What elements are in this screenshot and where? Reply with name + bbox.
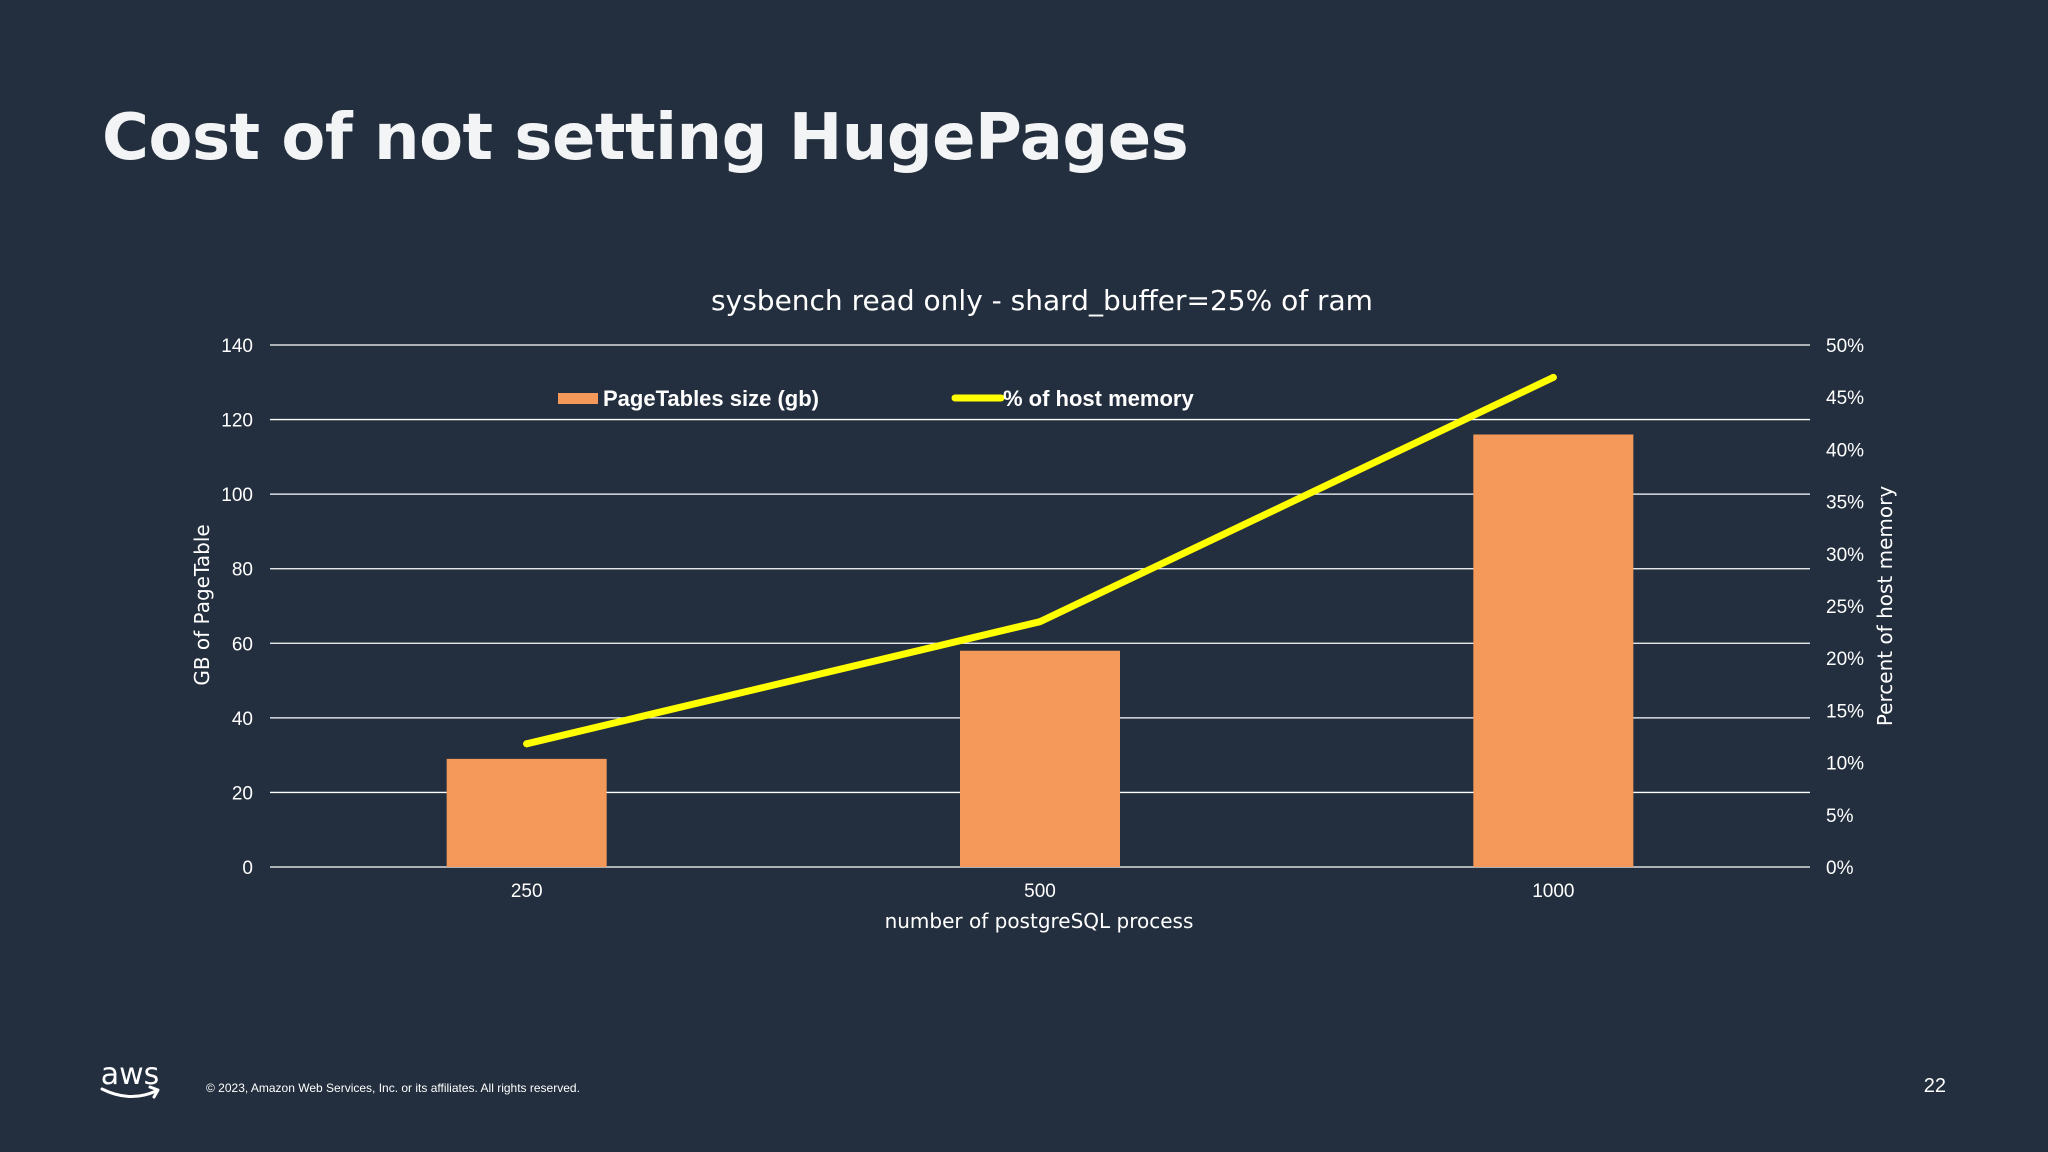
y-axis-title: GB of PageTable	[190, 524, 214, 685]
bar	[960, 650, 1120, 867]
legend-label-bars: PageTables size (gb)	[603, 386, 819, 411]
y-tick-label: 40	[232, 709, 253, 730]
y2-tick-label: 5%	[1826, 806, 1854, 827]
legend-label-line: % of host memory	[1003, 386, 1194, 411]
y2-tick-label: 30%	[1826, 545, 1864, 566]
chart-title: sysbench read only - shard_buffer=25% of…	[711, 284, 1373, 317]
x-axis-ticks: 250 500 1000	[511, 881, 1575, 902]
bar	[446, 758, 607, 867]
y2-axis-title: Percent of host memory	[1873, 486, 1897, 727]
y-tick-label: 120	[221, 411, 253, 432]
x-tick-label: 500	[1024, 881, 1056, 902]
y2-tick-label: 50%	[1826, 336, 1864, 357]
aws-smile-arrow-icon	[148, 1085, 160, 1099]
y-tick-label: 100	[221, 485, 253, 506]
y2-tick-label: 20%	[1826, 649, 1864, 670]
legend: PageTables size (gb) % of host memory	[558, 386, 1194, 411]
y-tick-label: 20	[232, 783, 253, 804]
line-series	[523, 373, 1557, 748]
x-axis-title: number of postgreSQL process	[885, 909, 1194, 933]
y-tick-label: 0	[242, 858, 253, 879]
legend-item-bars: PageTables size (gb)	[558, 386, 819, 411]
x-tick-label: 250	[511, 881, 543, 902]
aws-logo: aws	[100, 1057, 160, 1099]
legend-swatch-bars	[558, 393, 598, 404]
legend-item-line: % of host memory	[951, 386, 1194, 411]
y2-tick-label: 15%	[1826, 701, 1864, 722]
y2-tick-label: 25%	[1826, 597, 1864, 618]
y2-tick-label: 45%	[1826, 388, 1864, 409]
y-tick-label: 140	[221, 336, 253, 357]
x-tick-label: 1000	[1532, 881, 1574, 902]
y-tick-label: 60	[232, 634, 253, 655]
slide-title: Cost of not setting HugePages	[102, 101, 1189, 175]
copyright-notice: © 2023, Amazon Web Services, Inc. or its…	[206, 1081, 580, 1095]
y2-tick-label: 0%	[1826, 858, 1854, 879]
line-point	[523, 740, 531, 748]
y-tick-label: 80	[232, 560, 253, 581]
y2-tick-label: 40%	[1826, 440, 1864, 461]
y2-tick-label: 10%	[1826, 754, 1864, 775]
bar	[1473, 434, 1634, 867]
right-axis-ticks: 0% 5% 10% 15% 20% 25% 30% 35% 40% 45% 50%	[1826, 336, 1864, 879]
line-point	[1549, 373, 1557, 381]
left-axis-ticks: 0 20 40 60 80 100 120 140	[221, 336, 253, 879]
aws-smile-icon	[100, 1087, 158, 1098]
bars	[446, 434, 1634, 867]
y2-tick-label: 35%	[1826, 493, 1864, 514]
line-point	[1036, 618, 1044, 626]
page-number: 22	[1923, 1075, 1946, 1097]
